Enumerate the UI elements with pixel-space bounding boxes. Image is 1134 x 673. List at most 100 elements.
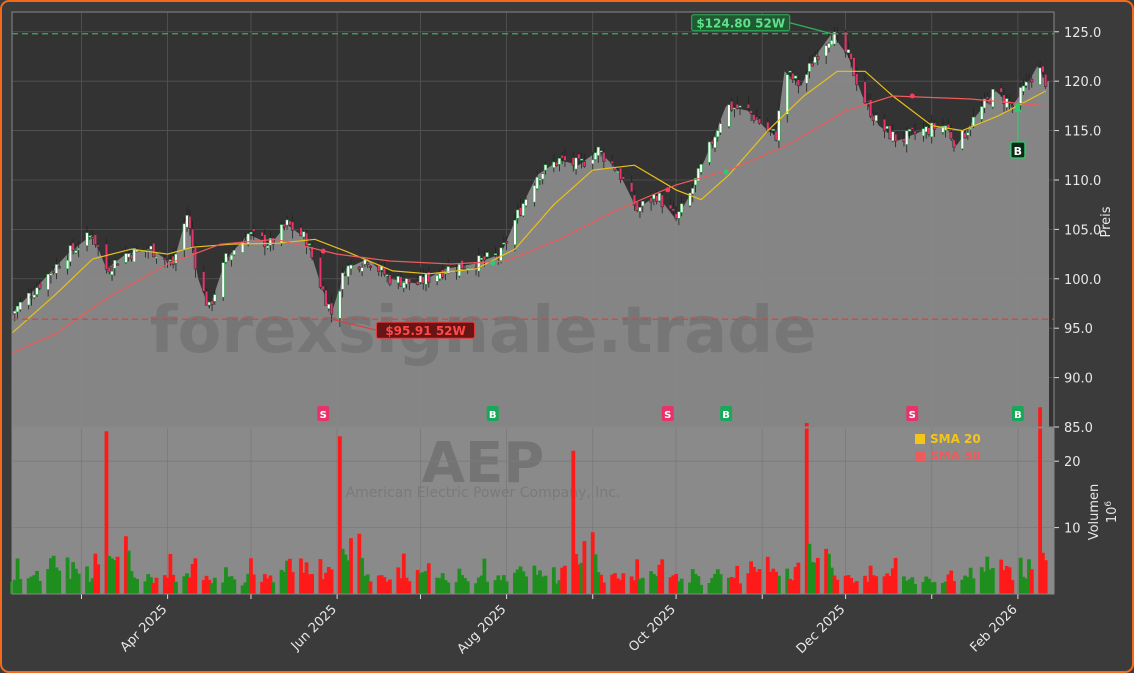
volume-bar xyxy=(12,579,17,594)
sma-line xyxy=(11,95,1046,354)
candle-up xyxy=(149,245,153,250)
volume-bar xyxy=(971,578,976,594)
reference-lines: $124.80 52W $95.91 52W xyxy=(12,14,1054,339)
volume-bar xyxy=(988,569,992,594)
candle-down xyxy=(71,242,75,251)
volume-bar xyxy=(651,574,656,594)
signal-letter: S xyxy=(909,410,916,421)
candle-down xyxy=(668,204,673,209)
volume-bar xyxy=(965,576,970,594)
candle-up xyxy=(1021,85,1026,92)
volume-bar xyxy=(960,579,965,594)
candle-up xyxy=(493,253,498,256)
candle-down xyxy=(946,123,951,130)
volume-bar xyxy=(563,565,567,594)
volume-bar xyxy=(932,581,937,594)
volume-bar xyxy=(262,574,267,594)
volume-bar xyxy=(282,571,287,594)
price-tick-label: 125.0 xyxy=(1064,26,1101,41)
candle-up xyxy=(677,211,681,219)
legend: SMA 20 SMA 50 xyxy=(915,432,981,463)
x-tick-label: Jun 2025 xyxy=(288,602,340,654)
candle-down xyxy=(752,114,756,121)
signal-marker xyxy=(906,406,919,421)
volume-bar xyxy=(37,580,42,594)
symbol-watermark: AEP xyxy=(422,431,545,496)
volume-bar xyxy=(260,581,264,594)
volume-bar xyxy=(146,574,151,594)
volume-bar xyxy=(1004,565,1009,594)
volume-bar xyxy=(168,553,173,594)
candle-down xyxy=(555,161,559,166)
volume-bar xyxy=(424,571,428,594)
candle-up xyxy=(982,98,987,109)
candle-up xyxy=(688,192,692,206)
signal-dot xyxy=(490,260,496,266)
volume-bar xyxy=(357,533,362,594)
candle-up xyxy=(593,152,598,160)
volume-bar xyxy=(224,567,228,594)
candle-up xyxy=(285,219,289,226)
signal-letter: B xyxy=(489,410,497,421)
candle-up xyxy=(641,200,645,207)
x-tick-label: Dec 2025 xyxy=(794,602,849,657)
reference-arrow xyxy=(789,22,832,35)
volume-bar xyxy=(251,574,256,594)
volume-bar xyxy=(229,576,234,594)
latest-signal-letter: B xyxy=(1014,145,1022,158)
candle-down xyxy=(291,221,295,231)
volume-bar xyxy=(979,567,984,594)
volume-bar xyxy=(943,581,948,594)
volume-bar xyxy=(638,578,642,594)
candle-up xyxy=(346,265,350,277)
price-tick-label: 120.0 xyxy=(1064,75,1101,90)
volume-bar xyxy=(337,436,342,594)
candle-down xyxy=(749,110,753,114)
volume-bar xyxy=(921,581,926,594)
candle-down xyxy=(282,223,286,228)
volume-bar xyxy=(71,562,76,594)
candle-up xyxy=(805,74,809,84)
candle-down xyxy=(796,79,800,87)
volume-bar xyxy=(187,577,192,594)
volume-bar xyxy=(440,573,445,594)
volume-bar xyxy=(746,573,751,594)
signal-dot xyxy=(665,187,671,193)
volume-bar xyxy=(232,579,237,594)
signal-marker xyxy=(317,406,330,421)
volume-bar xyxy=(902,576,906,594)
candle-down xyxy=(952,139,956,148)
price-tick-label: 85.0 xyxy=(1064,421,1093,436)
candle-down xyxy=(571,157,575,166)
volume-bar xyxy=(852,582,856,594)
volume-bar xyxy=(460,575,465,594)
volume-bar xyxy=(107,555,112,594)
volume-bar xyxy=(268,575,273,594)
volume-bar xyxy=(376,575,381,594)
candle-up xyxy=(552,161,556,168)
volume-bar xyxy=(538,570,542,594)
volume-bar xyxy=(693,573,698,594)
volume-axis: 10 20 xyxy=(1054,455,1081,537)
volume-bar xyxy=(963,575,967,594)
candle-up xyxy=(213,294,217,302)
volume-bar xyxy=(649,571,653,594)
volume-bar xyxy=(96,564,101,594)
candle-up xyxy=(224,253,228,263)
price-tick-label: 105.0 xyxy=(1064,223,1101,238)
candle-up xyxy=(418,275,423,283)
volume-bar xyxy=(307,574,312,594)
volume-bar xyxy=(479,575,484,594)
candle-down xyxy=(843,31,848,53)
candle-up xyxy=(813,56,817,64)
volume-bar xyxy=(679,578,684,594)
volume-bar xyxy=(212,577,217,594)
candle-up xyxy=(543,164,548,171)
volume-bar xyxy=(46,568,51,594)
volume-bar xyxy=(1018,557,1023,594)
volume-bar xyxy=(765,556,770,594)
volume-bar xyxy=(785,568,790,594)
candle-down xyxy=(329,302,334,315)
candle-down xyxy=(288,220,292,226)
